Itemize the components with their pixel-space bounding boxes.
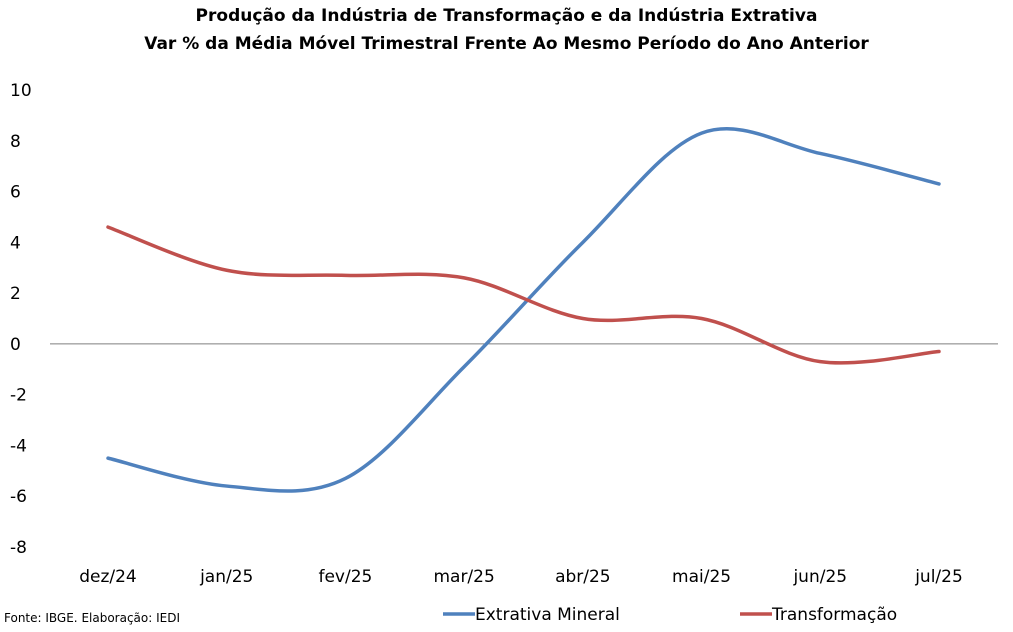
y-tick-label: 2 — [10, 284, 21, 304]
y-tick-label: 4 — [10, 233, 21, 253]
x-axis-ticks: dez/24 jan/25 fev/25 mar/25 abr/25 mai/25 jun/… — [79, 567, 963, 587]
legend-label: Extrativa Mineral — [475, 605, 620, 625]
series-line-transformacao — [106, 225, 941, 365]
series-line-extrativa — [106, 127, 941, 493]
y-tick-label: -6 — [10, 487, 27, 507]
y-tick-label: 8 — [10, 132, 21, 152]
x-tick-label: mar/25 — [433, 567, 494, 587]
y-tick-label: 10 — [10, 81, 32, 101]
y-axis-ticks: 10 8 6 4 2 0 -2 -4 -6 -8 — [10, 81, 32, 558]
x-tick-label: jul/25 — [914, 567, 963, 587]
x-tick-label: mai/25 — [672, 567, 731, 587]
source-note: Fonte: IBGE. Elaboração: IEDI — [4, 611, 181, 625]
x-tick-label: jan/25 — [199, 567, 253, 587]
x-tick-label: abr/25 — [555, 567, 611, 587]
x-tick-label: jun/25 — [792, 567, 847, 587]
legend-label: Transformação — [771, 605, 897, 625]
series-lines — [106, 127, 941, 493]
y-tick-label: -4 — [10, 436, 27, 456]
x-tick-label: dez/24 — [79, 567, 137, 587]
chart-subtitle: Var % da Média Móvel Trimestral Frente A… — [144, 34, 869, 54]
y-tick-label: 0 — [10, 335, 21, 355]
legend: Extrativa Mineral Transformação — [443, 605, 897, 625]
x-tick-label: fev/25 — [318, 567, 372, 587]
y-tick-label: -8 — [10, 538, 27, 558]
y-tick-label: 6 — [10, 183, 21, 203]
chart-title: Produção da Indústria de Transformação e… — [195, 6, 818, 26]
y-tick-label: -2 — [10, 386, 27, 406]
